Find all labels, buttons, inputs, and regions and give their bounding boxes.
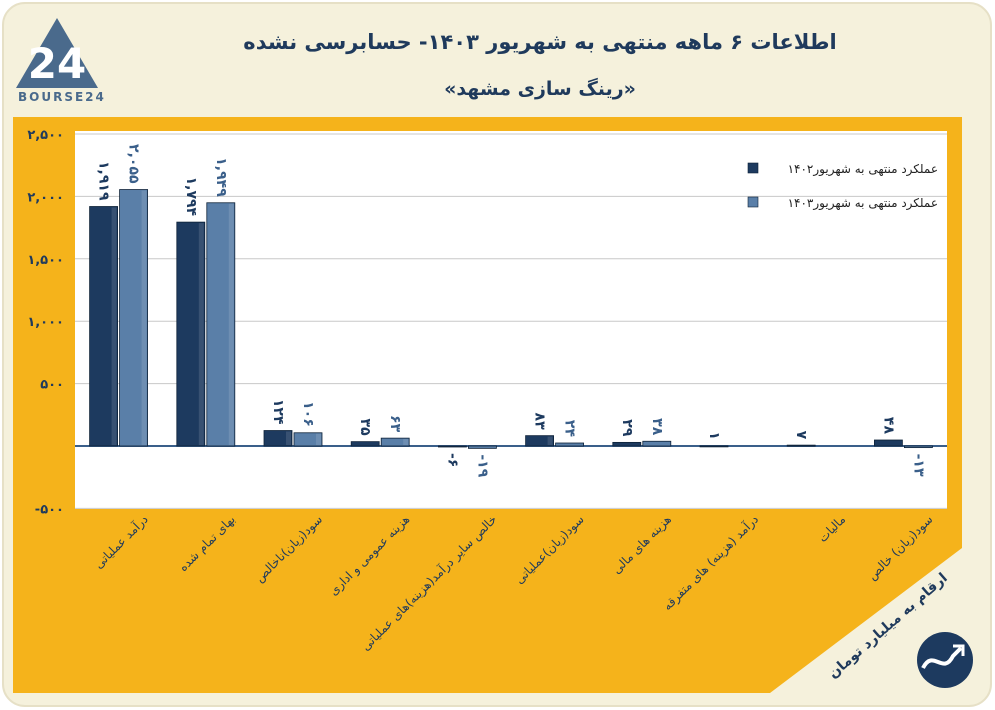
bar-highlight <box>228 203 234 445</box>
y-tick-label: ۱,۵۰۰ <box>27 253 64 268</box>
data-label: ۱,۹۱۹ <box>96 161 112 201</box>
bar-series1 <box>89 206 118 447</box>
y-tick-label: ۲,۵۰۰ <box>27 128 64 143</box>
y-tick-label: ۱,۰۰۰ <box>27 315 64 330</box>
y-tick-label: -۵۰۰ <box>35 502 64 517</box>
data-label: -۱۳ <box>910 454 926 477</box>
bar-highlight <box>141 190 147 445</box>
bar-highlight <box>547 436 553 445</box>
data-label: ۲,۰۵۵ <box>126 144 142 184</box>
data-label: ۳۸ <box>649 418 665 436</box>
data-label: ۸۳ <box>532 413 548 431</box>
data-label: ۲۴ <box>562 420 578 438</box>
bar-series1 <box>612 441 642 447</box>
data-label: ۲۹ <box>619 419 635 437</box>
data-label: -۱۹ <box>474 454 490 477</box>
trend-badge-icon <box>770 548 973 693</box>
y-tick-label: ۵۰۰ <box>40 378 64 393</box>
data-label: ۱,۷۹۴ <box>183 177 199 217</box>
data-label: ۴۸ <box>880 417 896 435</box>
bar-series1 <box>350 441 380 447</box>
bar-series1 <box>786 444 816 447</box>
data-label: ۱,۹۴۹ <box>213 157 229 197</box>
logo-number: 24 <box>28 39 86 88</box>
chart-subtitle: «رینگ سازی مشهد» <box>444 78 636 100</box>
data-label: ۶۳ <box>387 415 403 433</box>
bar-series1 <box>263 430 293 447</box>
bar-highlight <box>286 431 291 445</box>
legend-swatch <box>747 162 759 174</box>
bar-series2 <box>642 440 672 447</box>
bar-series1 <box>699 445 729 448</box>
data-label: ۱۲۴ <box>270 399 286 425</box>
bar-highlight <box>403 439 409 445</box>
bar-series2 <box>467 445 497 449</box>
y-tick-label: ۲,۰۰۰ <box>27 190 64 205</box>
bar-series1 <box>525 435 554 447</box>
legend-swatch <box>747 196 759 208</box>
chart-title: اطلاعات ۶ ماهه منتهی به شهریور ۱۴۰۳- حسا… <box>243 30 837 54</box>
bar-series1 <box>437 445 467 448</box>
bar-highlight <box>316 433 321 445</box>
bar-highlight <box>198 223 204 445</box>
legend-label: عملکرد منتهی به شهریور۱۴۰۲ <box>788 162 938 177</box>
bar-series2 <box>380 437 410 447</box>
bar-series2 <box>904 445 933 449</box>
bar-series2 <box>206 202 236 447</box>
data-label: ۱۰۶ <box>300 401 316 427</box>
bar-highlight <box>111 207 117 445</box>
bar-series1 <box>176 221 206 447</box>
data-label: ۷ <box>793 431 809 440</box>
bar-series2 <box>119 189 148 447</box>
logo-icon: 24 <box>16 18 98 88</box>
data-label: -۶ <box>444 453 460 467</box>
bar-series2 <box>555 442 584 447</box>
data-label: ۱ <box>706 431 722 440</box>
legend-label: عملکرد منتهی به شهریور۱۴۰۳ <box>788 196 938 211</box>
bar-series2 <box>293 432 323 447</box>
logo-text: BOURSE24 <box>18 90 106 104</box>
plot-area <box>75 131 947 509</box>
data-label: ۳۵ <box>357 419 373 437</box>
bar-series1 <box>874 439 903 447</box>
